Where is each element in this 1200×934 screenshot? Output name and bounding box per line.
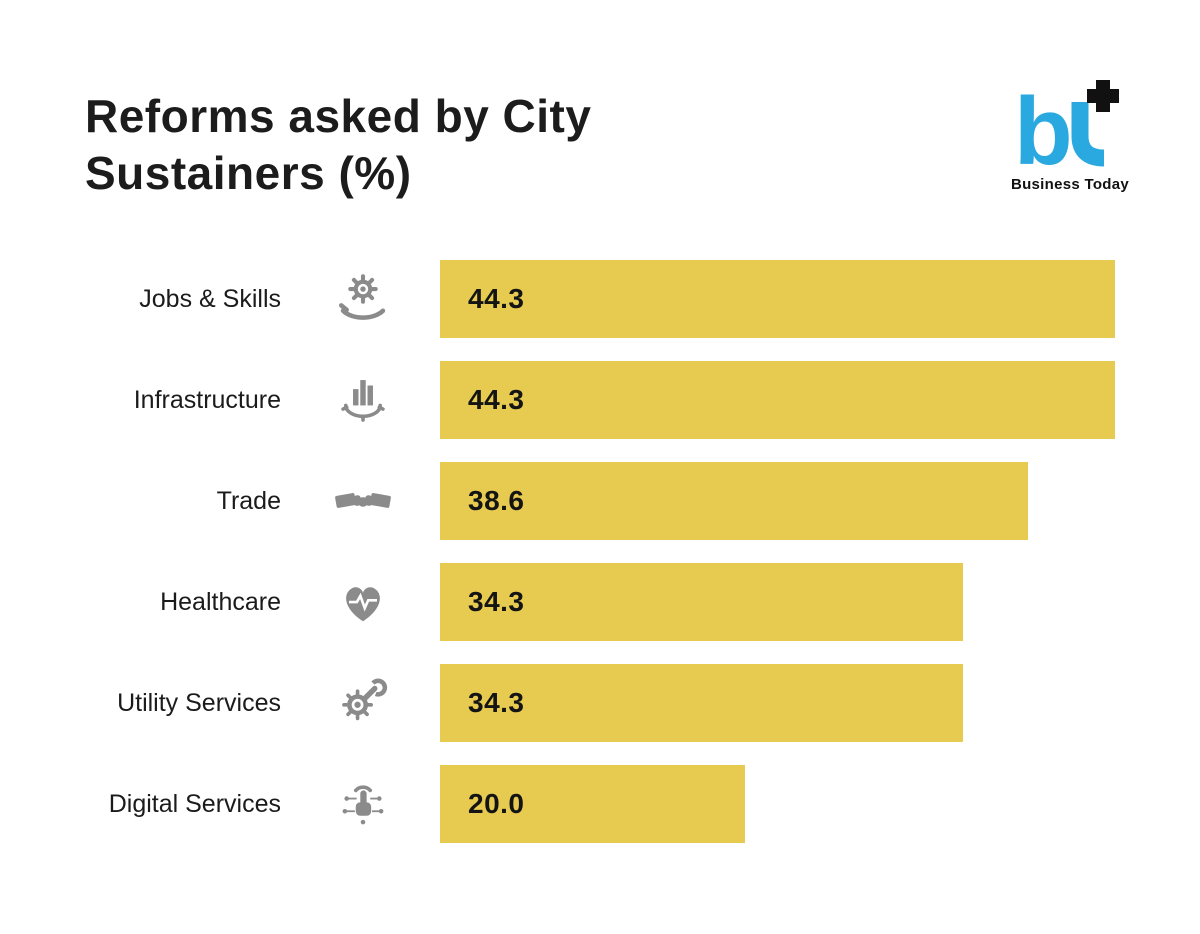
category-label: Trade bbox=[216, 486, 281, 515]
bar-chart: Jobs & Skills bbox=[85, 260, 1115, 843]
chart-row-infrastructure: Infrastructure bbox=[85, 361, 1115, 439]
bar-track: 44.3 bbox=[440, 260, 1115, 338]
heart-pulse-icon bbox=[285, 574, 440, 630]
bar-track: 34.3 bbox=[440, 563, 1115, 641]
chart-row-healthcare: Healthcare 34.3 bbox=[85, 563, 1115, 641]
bar-value-label: 44.3 bbox=[468, 283, 525, 314]
bar-value-label: 20.0 bbox=[468, 788, 525, 819]
bar-utility-services: 34.3 bbox=[440, 664, 963, 742]
bar-value-label: 44.3 bbox=[468, 384, 525, 415]
category-label: Infrastructure bbox=[133, 385, 281, 414]
gear-wrench-icon bbox=[285, 674, 440, 732]
category-label: Healthcare bbox=[160, 587, 281, 616]
bar-healthcare: 34.3 bbox=[440, 563, 963, 641]
bar-infrastructure: 44.3 bbox=[440, 361, 1115, 439]
logo-caption: Business Today bbox=[1010, 176, 1130, 193]
bar-value-label: 34.3 bbox=[468, 586, 525, 617]
bar-value-label: 34.3 bbox=[468, 687, 525, 718]
gear-hand-icon bbox=[285, 270, 440, 328]
digital-touch-icon bbox=[285, 775, 440, 833]
bar-digital-services: 20.0 bbox=[440, 765, 745, 843]
business-today-logo: b Business Today bbox=[1010, 80, 1130, 193]
svg-text:b: b bbox=[1014, 80, 1073, 172]
bt-logo-icon: b bbox=[1014, 80, 1119, 172]
chart-title-line1: Reforms asked by City bbox=[85, 90, 592, 142]
chart-title-line2: Sustainers (%) bbox=[85, 147, 412, 200]
bar-track: 38.6 bbox=[440, 462, 1115, 540]
bar-jobs-skills: 44.3 bbox=[440, 260, 1115, 338]
bar-track: 20.0 bbox=[440, 765, 1115, 843]
bar-track: 34.3 bbox=[440, 664, 1115, 742]
handshake-icon bbox=[285, 471, 440, 531]
chart-row-jobs-skills: Jobs & Skills bbox=[85, 260, 1115, 338]
chart-row-utility-services: Utility Services bbox=[85, 664, 1115, 742]
city-infrastructure-icon bbox=[285, 371, 440, 429]
bar-track: 44.3 bbox=[440, 361, 1115, 439]
bar-trade: 38.6 bbox=[440, 462, 1029, 540]
bar-value-label: 38.6 bbox=[468, 485, 525, 516]
category-label: Jobs & Skills bbox=[139, 284, 281, 313]
chart-row-digital-services: Digital Services bbox=[85, 765, 1115, 843]
chart-row-trade: Trade 38.6 bbox=[85, 462, 1115, 540]
category-label: Utility Services bbox=[117, 688, 281, 717]
chart-title: Reforms asked by City Sustainers (%) bbox=[85, 88, 591, 202]
category-label: Digital Services bbox=[108, 789, 281, 818]
